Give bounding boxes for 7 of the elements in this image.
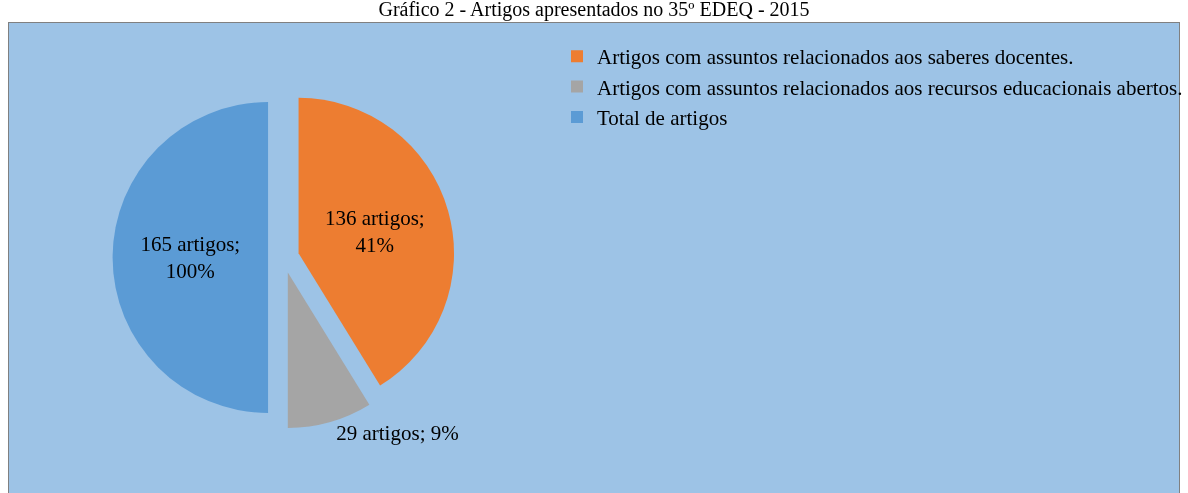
data-label: 29 artigos; 9% bbox=[336, 421, 459, 446]
data-label: 165 artigos; 100% bbox=[140, 231, 241, 284]
chart-title: Gráfico 2 - Artigos apresentados no 35º EDEQ - 2015 bbox=[378, 0, 810, 22]
legend-label: Total de artigos bbox=[597, 106, 728, 131]
legend-label: Artigos com assuntos relacionados aos saberes docentes. bbox=[597, 45, 1074, 70]
legend-label: Artigos com assuntos relacionados aos recursos educacionais abertos. bbox=[597, 75, 1183, 100]
data-label: 136 artigos; 41% bbox=[324, 206, 425, 258]
